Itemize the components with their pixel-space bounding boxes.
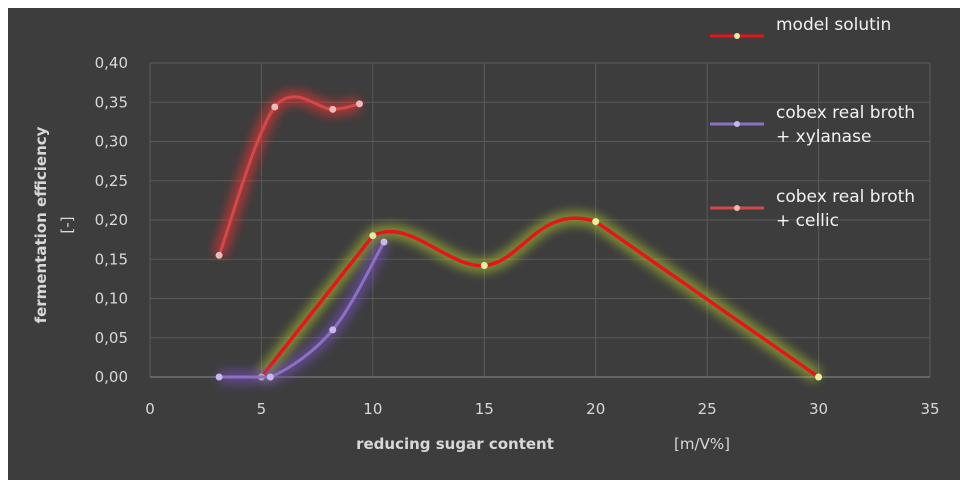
series-line [217, 95, 361, 257]
data-point [592, 218, 600, 226]
data-point [271, 103, 279, 111]
legend-item-2: cobex real broth + cellic [710, 187, 915, 231]
data-point [480, 262, 488, 270]
legend-item-1: cobex real broth + xylanase [710, 103, 915, 147]
y-tick-label: 0,15 [95, 250, 128, 268]
series-layer [212, 89, 823, 384]
legend-item-0: model solutin [710, 15, 891, 39]
legend-marker [734, 33, 740, 39]
x-tick-label: 0 [145, 400, 155, 418]
y-tick-label: 0,35 [95, 93, 128, 111]
series-0 [255, 211, 823, 383]
x-tick-label: 15 [475, 400, 494, 418]
x-axis-label: reducing sugar content [356, 435, 554, 453]
x-tick-label: 5 [257, 400, 267, 418]
series-line [259, 216, 821, 379]
x-tick-label: 20 [586, 400, 605, 418]
data-point [369, 232, 377, 240]
y-axis-unit: [-] [58, 216, 76, 233]
data-point [355, 100, 363, 108]
data-point [266, 373, 274, 381]
data-point [215, 251, 223, 259]
x-tick-label: 35 [920, 400, 939, 418]
series-glow [212, 89, 362, 258]
legend-marker [734, 205, 740, 211]
x-axis-ticks: 0 5 10 15 20 25 30 35 [145, 400, 939, 418]
y-axis-ticks: 0,00 0,05 0,10 0,15 0,20 0,25 0,30 0,35 0,40 [95, 54, 128, 386]
y-axis-label: fermentation efficiency [32, 126, 50, 323]
legend-label: cobex real broth [776, 103, 915, 123]
series-glow [255, 211, 823, 383]
legend-label: model solutin [776, 15, 891, 35]
y-tick-label: 0,40 [95, 54, 128, 72]
legend-label: + xylanase [776, 127, 871, 147]
data-point [215, 373, 223, 381]
data-point [329, 326, 337, 334]
data-point [329, 105, 337, 113]
legend-label: + cellic [776, 211, 839, 231]
y-tick-label: 0,00 [95, 368, 128, 386]
series-1 [215, 238, 391, 384]
x-tick-label: 10 [363, 400, 382, 418]
x-tick-label: 25 [698, 400, 717, 418]
data-point [380, 238, 388, 246]
y-tick-label: 0,10 [95, 290, 128, 308]
y-tick-label: 0,25 [95, 172, 128, 190]
x-axis-unit: [m/V%] [674, 435, 730, 453]
y-tick-label: 0,30 [95, 133, 128, 151]
y-tick-label: 0,20 [95, 211, 128, 229]
x-tick-label: 30 [809, 400, 828, 418]
data-point [815, 373, 823, 381]
y-tick-label: 0,05 [95, 329, 128, 347]
series-2 [212, 89, 363, 259]
legend-label: cobex real broth [776, 187, 915, 207]
legend-marker [734, 121, 740, 127]
